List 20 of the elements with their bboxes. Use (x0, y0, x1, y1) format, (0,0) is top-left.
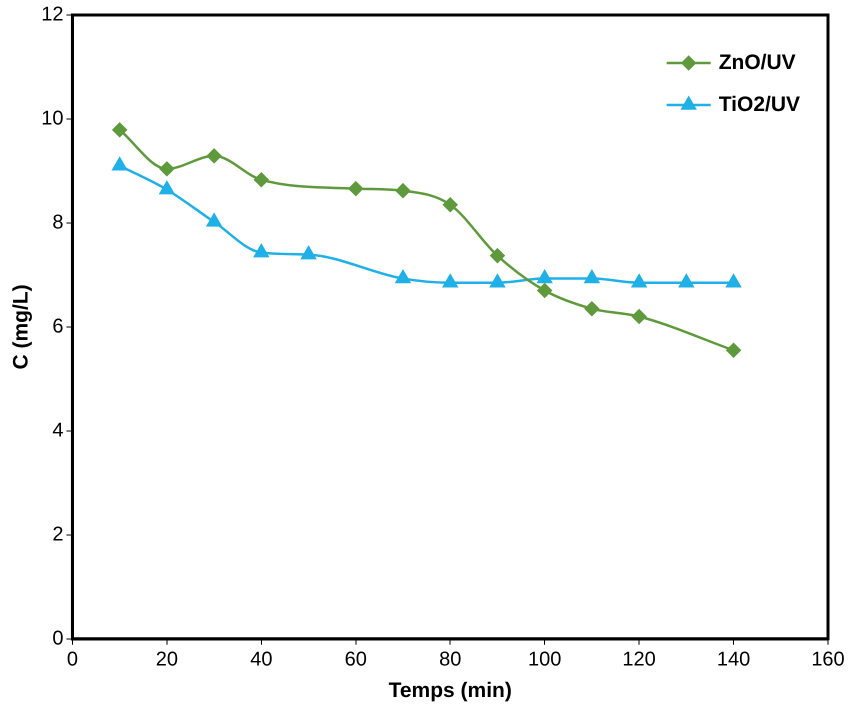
y-tick-label: 4 (52, 419, 64, 442)
x-tick-label: 160 (811, 648, 845, 670)
y-tick-label: 8 (52, 211, 64, 234)
y-axis-title: C (mg/L) (9, 284, 32, 370)
x-tick-label: 100 (528, 648, 562, 670)
y-tick-label: 10 (41, 107, 64, 130)
y-tick-label: 0 (52, 627, 64, 650)
legend-label: ZnO/UV (718, 50, 796, 74)
x-tick-label: 20 (156, 648, 178, 670)
x-axis-title: Temps (min) (388, 679, 512, 702)
y-tick-label: 6 (52, 315, 64, 338)
y-tick-label: 12 (41, 4, 64, 26)
x-tick-label: 120 (622, 648, 656, 670)
legend-label: TiO2/UV (718, 92, 800, 116)
x-tick-label: 80 (439, 648, 462, 670)
x-tick-label: 0 (66, 648, 78, 670)
x-tick-label: 60 (344, 648, 367, 670)
x-tick-label: 140 (716, 648, 750, 670)
y-tick-label: 2 (52, 523, 64, 546)
x-tick-label: 40 (250, 648, 272, 670)
